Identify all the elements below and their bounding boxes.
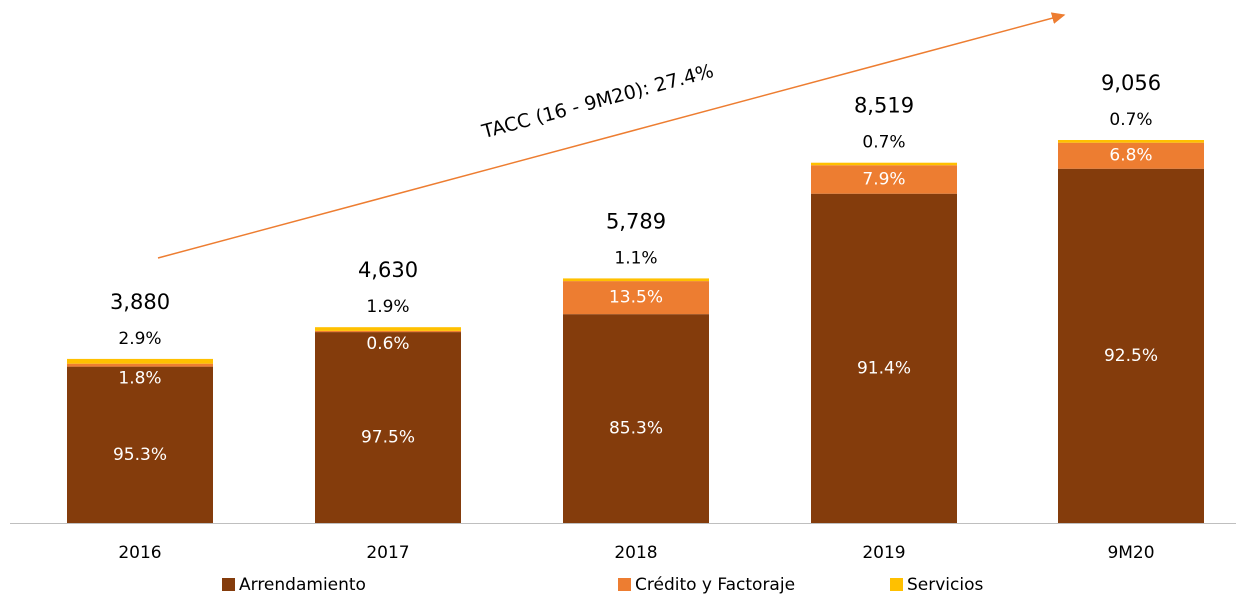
- bar-segment: [1058, 140, 1204, 143]
- bar-segment: [563, 278, 709, 282]
- bar-segment: [1058, 168, 1204, 523]
- total-label: 9,056: [1101, 71, 1161, 95]
- bar-segment: [811, 162, 957, 166]
- x-tick-label: 2019: [862, 543, 905, 563]
- bar-segment: [811, 165, 957, 194]
- bar-segment: [67, 358, 213, 364]
- bar-segment: [1058, 142, 1204, 169]
- legend-label: Servicios: [907, 575, 983, 595]
- data-label: 1.9%: [366, 297, 409, 317]
- bar-segment: [315, 332, 461, 523]
- total-label: 4,630: [358, 258, 418, 282]
- legend-swatch: [890, 578, 903, 591]
- data-label: 92.5%: [1104, 346, 1158, 366]
- legend-label: Arrendamiento: [239, 575, 366, 595]
- trend-arrow: [157, 12, 1066, 259]
- bar-segment: [563, 314, 709, 523]
- total-label: 5,789: [606, 209, 666, 233]
- data-label: 7.9%: [862, 169, 905, 189]
- data-label: 2.9%: [118, 329, 161, 349]
- legend-label: Crédito y Factoraje: [635, 575, 795, 595]
- annotation: TACC (16 - 9M20): 27.4%: [479, 60, 716, 143]
- data-label: 0.7%: [1109, 110, 1152, 130]
- legend-swatch: [222, 578, 235, 591]
- bar-segment: [315, 330, 461, 333]
- bar-segment: [67, 366, 213, 523]
- legend-swatch: [618, 578, 631, 591]
- x-tick-label: 2016: [118, 543, 161, 563]
- data-label: 85.3%: [609, 419, 663, 439]
- data-label: 0.6%: [366, 334, 409, 354]
- data-label: 1.8%: [118, 369, 161, 389]
- data-label: 95.3%: [113, 445, 167, 465]
- bar-segment: [315, 327, 461, 331]
- data-label: 91.4%: [857, 358, 911, 378]
- x-tick-label: 2017: [366, 543, 409, 563]
- bar-segment: [67, 363, 213, 367]
- data-label: 1.1%: [614, 248, 657, 268]
- data-label: 0.7%: [862, 133, 905, 153]
- total-label: 3,880: [110, 290, 170, 314]
- x-tick-label: 9M20: [1107, 543, 1154, 563]
- total-label: 8,519: [854, 94, 914, 118]
- bar-segment: [563, 281, 709, 315]
- data-label: 97.5%: [361, 428, 415, 448]
- data-label: 13.5%: [609, 288, 663, 308]
- bar-segment: [811, 193, 957, 524]
- x-tick-label: 2018: [614, 543, 657, 563]
- data-label: 6.8%: [1109, 146, 1152, 166]
